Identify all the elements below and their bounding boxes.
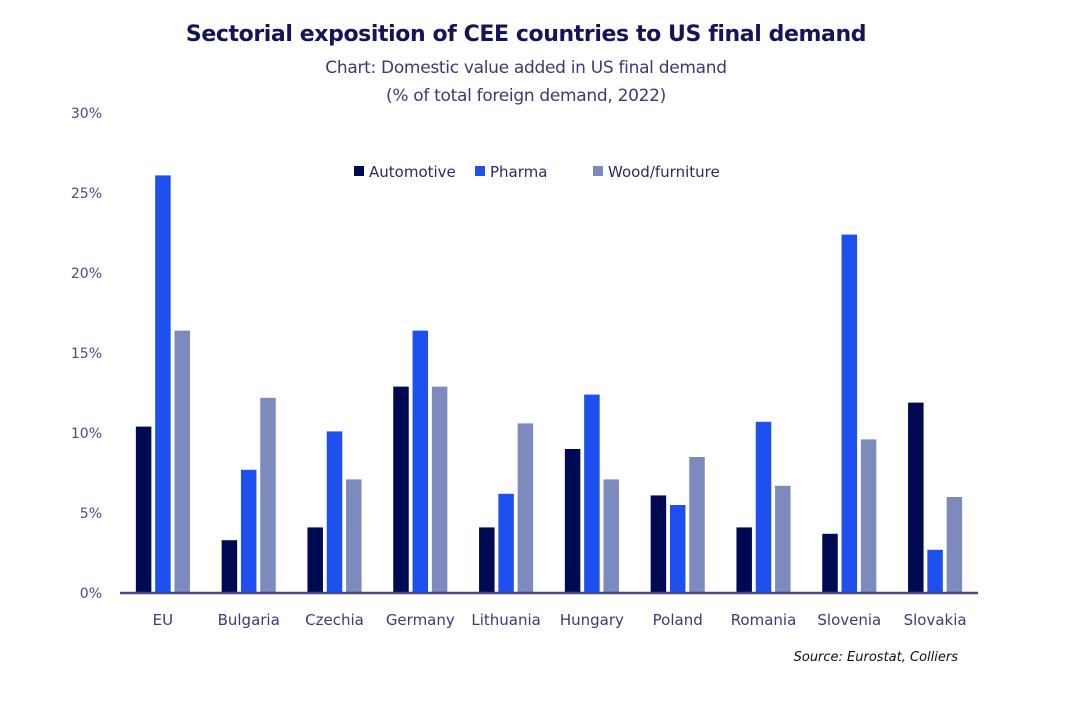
bar-pharma-romania <box>755 421 772 593</box>
y-tick-label: 30% <box>71 106 102 122</box>
bar-automotive-romania <box>736 527 752 593</box>
legend-swatch-pharma <box>475 166 485 176</box>
bar-wood-furniture-germany <box>431 386 448 593</box>
legend: Automotive Pharma Wood/furniture <box>354 163 720 181</box>
x-tick-label: Poland <box>653 611 703 629</box>
x-tick-label: Slovenia <box>817 611 881 629</box>
legend-label: Pharma <box>490 163 547 181</box>
x-tick-label: Slovakia <box>904 611 967 629</box>
x-tick-label: EU <box>153 611 173 629</box>
legend-label: Wood/furniture <box>608 163 720 181</box>
y-axis: 0% 5% 10% 15% 20% 25% 30% <box>71 106 102 602</box>
bar-pharma-slovenia <box>841 234 858 593</box>
bar-pharma-slovakia <box>927 549 943 593</box>
x-tick-label: Germany <box>386 611 455 629</box>
y-tick-label: 5% <box>80 506 102 522</box>
bar-automotive-lithuania <box>479 527 495 593</box>
bar-pharma-eu <box>155 175 171 593</box>
bar-wood-furniture-romania <box>775 485 791 593</box>
x-tick-label: Romania <box>731 611 797 629</box>
bar-automotive-bulgaria <box>221 540 238 593</box>
x-axis: EU Bulgaria Czechia Germany Lithuania Hungary… <box>153 611 967 629</box>
bar-automotive-slovakia <box>908 402 924 593</box>
y-tick-label: 0% <box>80 586 102 602</box>
x-tick-label: Lithuania <box>471 611 540 629</box>
bar-wood-furniture-hungary <box>603 479 619 593</box>
bar-automotive-czechia <box>307 527 323 593</box>
chart-subtitle: Chart: Domestic value added in US final … <box>325 58 727 78</box>
bar-automotive-poland <box>650 495 667 593</box>
bar-pharma-bulgaria <box>240 469 257 593</box>
legend-swatch-automotive <box>354 166 364 176</box>
bar-pharma-lithuania <box>498 493 514 593</box>
bar-automotive-eu <box>135 426 152 593</box>
x-tick-label: Czechia <box>305 611 364 629</box>
bar-automotive-hungary <box>564 449 581 593</box>
chart-subtitle-units: (% of total foreign demand, 2022) <box>385 86 666 106</box>
bar-wood-furniture-eu <box>174 330 190 593</box>
legend-swatch-wood-furniture <box>593 166 603 176</box>
y-tick-label: 20% <box>71 266 102 282</box>
source-note: Source: Eurostat, Colliers <box>793 650 958 665</box>
y-tick-label: 10% <box>71 426 102 442</box>
bar-wood-furniture-poland <box>689 457 705 593</box>
legend-label: Automotive <box>369 163 456 181</box>
x-tick-label: Bulgaria <box>218 611 280 629</box>
bar-pharma-poland <box>669 505 686 593</box>
bars <box>135 175 963 593</box>
bar-pharma-czechia <box>326 431 343 593</box>
bar-wood-furniture-slovenia <box>860 439 877 593</box>
bar-wood-furniture-lithuania <box>517 423 534 593</box>
bar-pharma-germany <box>412 330 429 593</box>
y-tick-label: 15% <box>71 346 102 362</box>
bar-automotive-germany <box>393 386 409 593</box>
chart-title: Sectorial exposition of CEE countries to… <box>185 22 867 47</box>
bar-pharma-hungary <box>584 394 600 593</box>
bar-automotive-slovenia <box>822 533 838 593</box>
y-tick-label: 25% <box>71 186 102 202</box>
x-tick-label: Hungary <box>560 611 624 629</box>
bar-wood-furniture-czechia <box>346 479 362 593</box>
bar-wood-furniture-bulgaria <box>260 397 276 593</box>
bar-wood-furniture-slovakia <box>946 497 963 593</box>
